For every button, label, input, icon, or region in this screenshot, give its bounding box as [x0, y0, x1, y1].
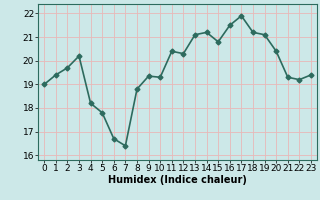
X-axis label: Humidex (Indice chaleur): Humidex (Indice chaleur) [108, 175, 247, 185]
